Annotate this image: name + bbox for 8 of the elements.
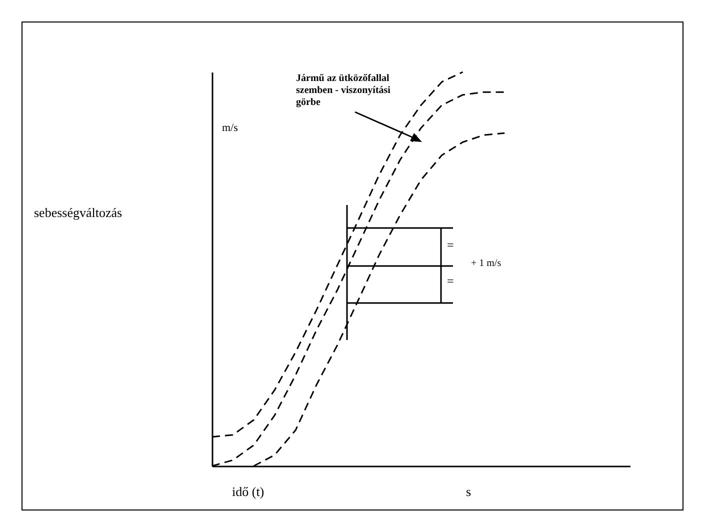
text: s	[466, 484, 472, 500]
annotation: =	[447, 238, 454, 253]
annotation: m/s	[222, 122, 238, 134]
annotation: Jármű az ütközőfallal szemben - viszonyítási görbe	[296, 73, 392, 109]
text: sebességváltozás	[34, 205, 122, 221]
annotation: =	[447, 274, 454, 289]
x-axis-title: idő (t)	[232, 484, 264, 500]
annotation: + 1 m/s	[471, 258, 502, 269]
